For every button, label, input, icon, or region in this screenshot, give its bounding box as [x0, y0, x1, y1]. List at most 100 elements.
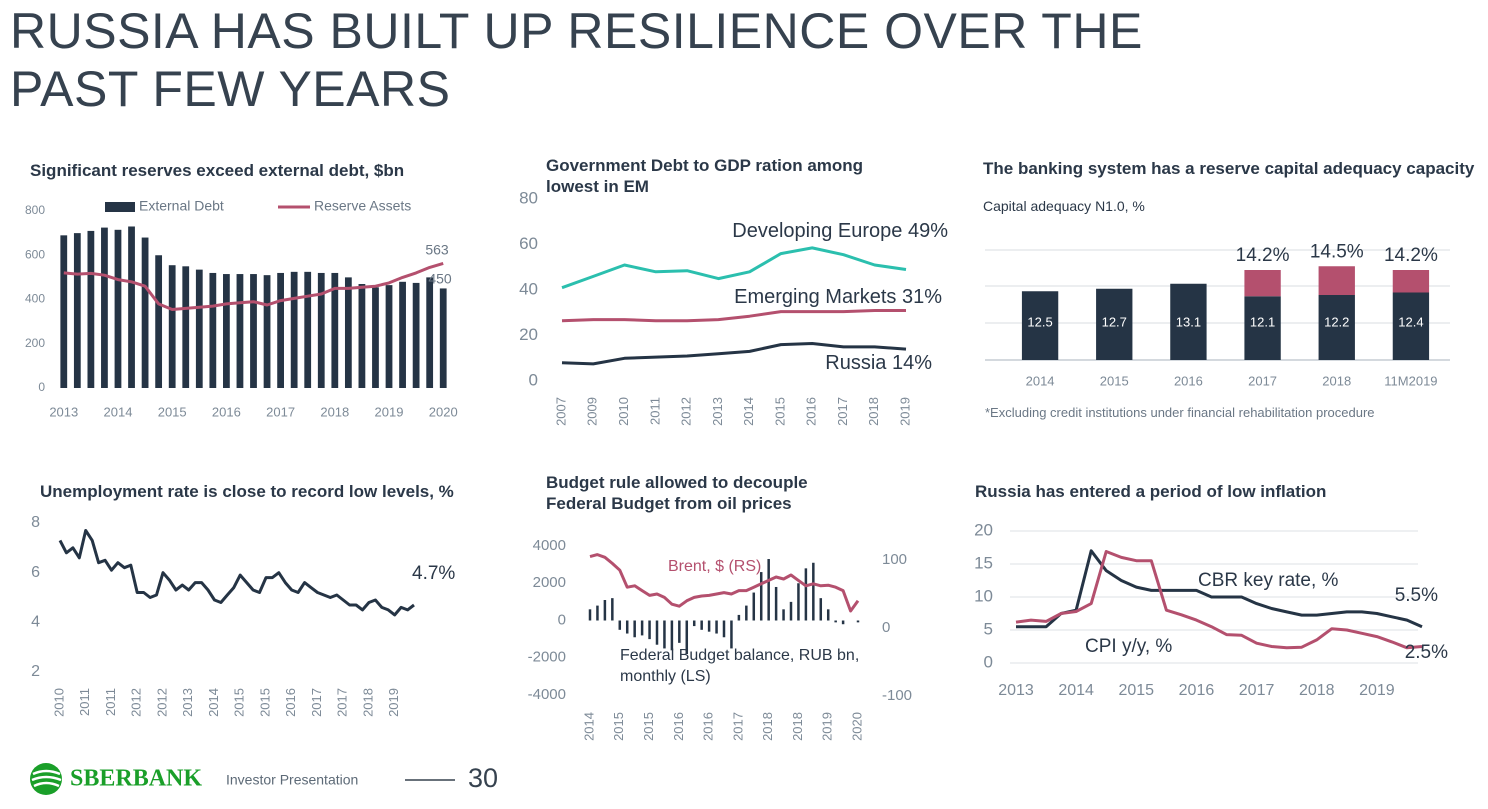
bar [317, 272, 325, 388]
x-tick-label: 2014 [1058, 682, 1094, 699]
y-tick-label: 4000 [533, 537, 566, 554]
bar [611, 598, 614, 621]
bar [1392, 292, 1430, 360]
bar-value-label: 12.4 [1398, 314, 1423, 329]
x-tick-label: 2016 [1174, 373, 1203, 388]
bar [1244, 296, 1281, 360]
bar [223, 274, 230, 388]
bar [678, 620, 681, 643]
data-label: 563 [425, 242, 449, 258]
value-label: 2.5% [1404, 642, 1448, 663]
x-tick-label: 11M2019 [1384, 373, 1437, 388]
bar [707, 620, 711, 632]
bar [670, 620, 674, 651]
series-name: Emerging Markets [734, 286, 897, 308]
bar [141, 237, 149, 388]
y-tick-label: 5 [984, 619, 993, 638]
x-tick-label: 2015 [1100, 373, 1129, 388]
y-tick-label: 15 [974, 553, 993, 572]
y-tick-label: 8 [31, 514, 40, 531]
bar [195, 269, 203, 388]
y-tick-label: 200 [25, 336, 45, 350]
series-label: Developing Europe 49% [732, 220, 948, 243]
bar [372, 287, 379, 388]
y-tick-label: 40 [519, 279, 538, 298]
x-tick-label: 2013 [710, 397, 725, 426]
x-tick-label: 2015 [257, 688, 272, 717]
y-tick-label: 800 [25, 203, 45, 217]
x-tick-label: 2016 [212, 404, 241, 419]
x-tick-label: 2015 [772, 397, 787, 426]
bar [263, 275, 271, 388]
bar-value-label: 12.7 [1102, 314, 1127, 329]
line [561, 246, 907, 290]
bar [60, 235, 68, 388]
bar [304, 271, 312, 388]
x-tick-label: 2017 [266, 404, 295, 419]
chart-note: *Excluding credit institutions under fin… [985, 405, 1375, 420]
bar [722, 620, 726, 638]
value-label: 14% [891, 352, 932, 374]
bar [114, 229, 122, 388]
bar [640, 620, 644, 636]
x-tick-label: 2010 [51, 688, 66, 717]
bar [399, 281, 406, 388]
y-tick-label: 10 [974, 586, 993, 605]
bar [804, 568, 808, 621]
series-label: Brent, $ (RS) [668, 558, 762, 575]
y2-tick-label: 0 [882, 619, 890, 636]
line [63, 261, 444, 311]
x-tick-label: 2018 [1299, 682, 1335, 699]
bar [826, 609, 830, 621]
total-label: 14.2% [1384, 245, 1438, 266]
x-tick-label: 2011 [77, 688, 92, 716]
series-label: Emerging Markets 31% [734, 286, 942, 309]
bar [439, 288, 447, 388]
y-tick-label: 400 [25, 292, 45, 306]
x-tick-label: 2012 [154, 688, 169, 717]
line [58, 529, 415, 617]
bar [856, 620, 860, 623]
bar [250, 274, 257, 388]
bank-grid [985, 249, 1450, 361]
x-tick-label: 2013 [180, 688, 195, 717]
bar [648, 620, 651, 640]
y-tick-label: 0 [529, 370, 538, 389]
slide-title: RUSSIA HAS BUILT UP RESILIENCE OVER THE … [10, 3, 1143, 117]
chart-title: Significant reserves exceed external deb… [30, 161, 405, 180]
bar [426, 277, 434, 388]
chart-0: 0 200 400 600 800 2013 2014 2015 2016 2017 2018 201… [25, 198, 458, 420]
value-label: 4.7% [412, 563, 456, 584]
chart-title: Unemployment rate is close to record low… [40, 482, 454, 501]
x-tick-label: 2018 [760, 712, 775, 741]
bar [277, 272, 284, 388]
chart-2: 2014 2015 2016 2017 2018 11M2019 12.5 12.7 13.1 1… [1021, 241, 1438, 388]
bar [155, 255, 163, 388]
x-tick-label: 2015 [641, 712, 656, 741]
bar [834, 620, 837, 623]
x-tick-label: 2014 [104, 404, 133, 419]
bar-value-label: 12.1 [1250, 314, 1275, 329]
bar [1170, 283, 1207, 360]
y-tick-label: -2000 [528, 649, 566, 666]
x-tick-label: 2014 [741, 397, 756, 426]
bar [1318, 266, 1355, 295]
x-tick-label: 2013 [998, 682, 1034, 699]
x-tick-label: 2020 [429, 404, 458, 419]
x-tick-label: 2017 [835, 397, 850, 426]
x-tick-label: 2015 [232, 688, 247, 717]
bar [730, 620, 733, 649]
bar [87, 230, 95, 388]
bar [344, 277, 352, 388]
bar [625, 620, 629, 634]
bar [841, 620, 845, 625]
bar [588, 609, 592, 621]
x-tick-label: 2019 [375, 404, 404, 419]
line [1016, 549, 1423, 629]
value-label: 5.5% [1394, 585, 1438, 606]
bar [331, 272, 339, 388]
bar [797, 583, 800, 621]
bar [168, 265, 176, 388]
y-tick-label: 2000 [533, 574, 566, 591]
